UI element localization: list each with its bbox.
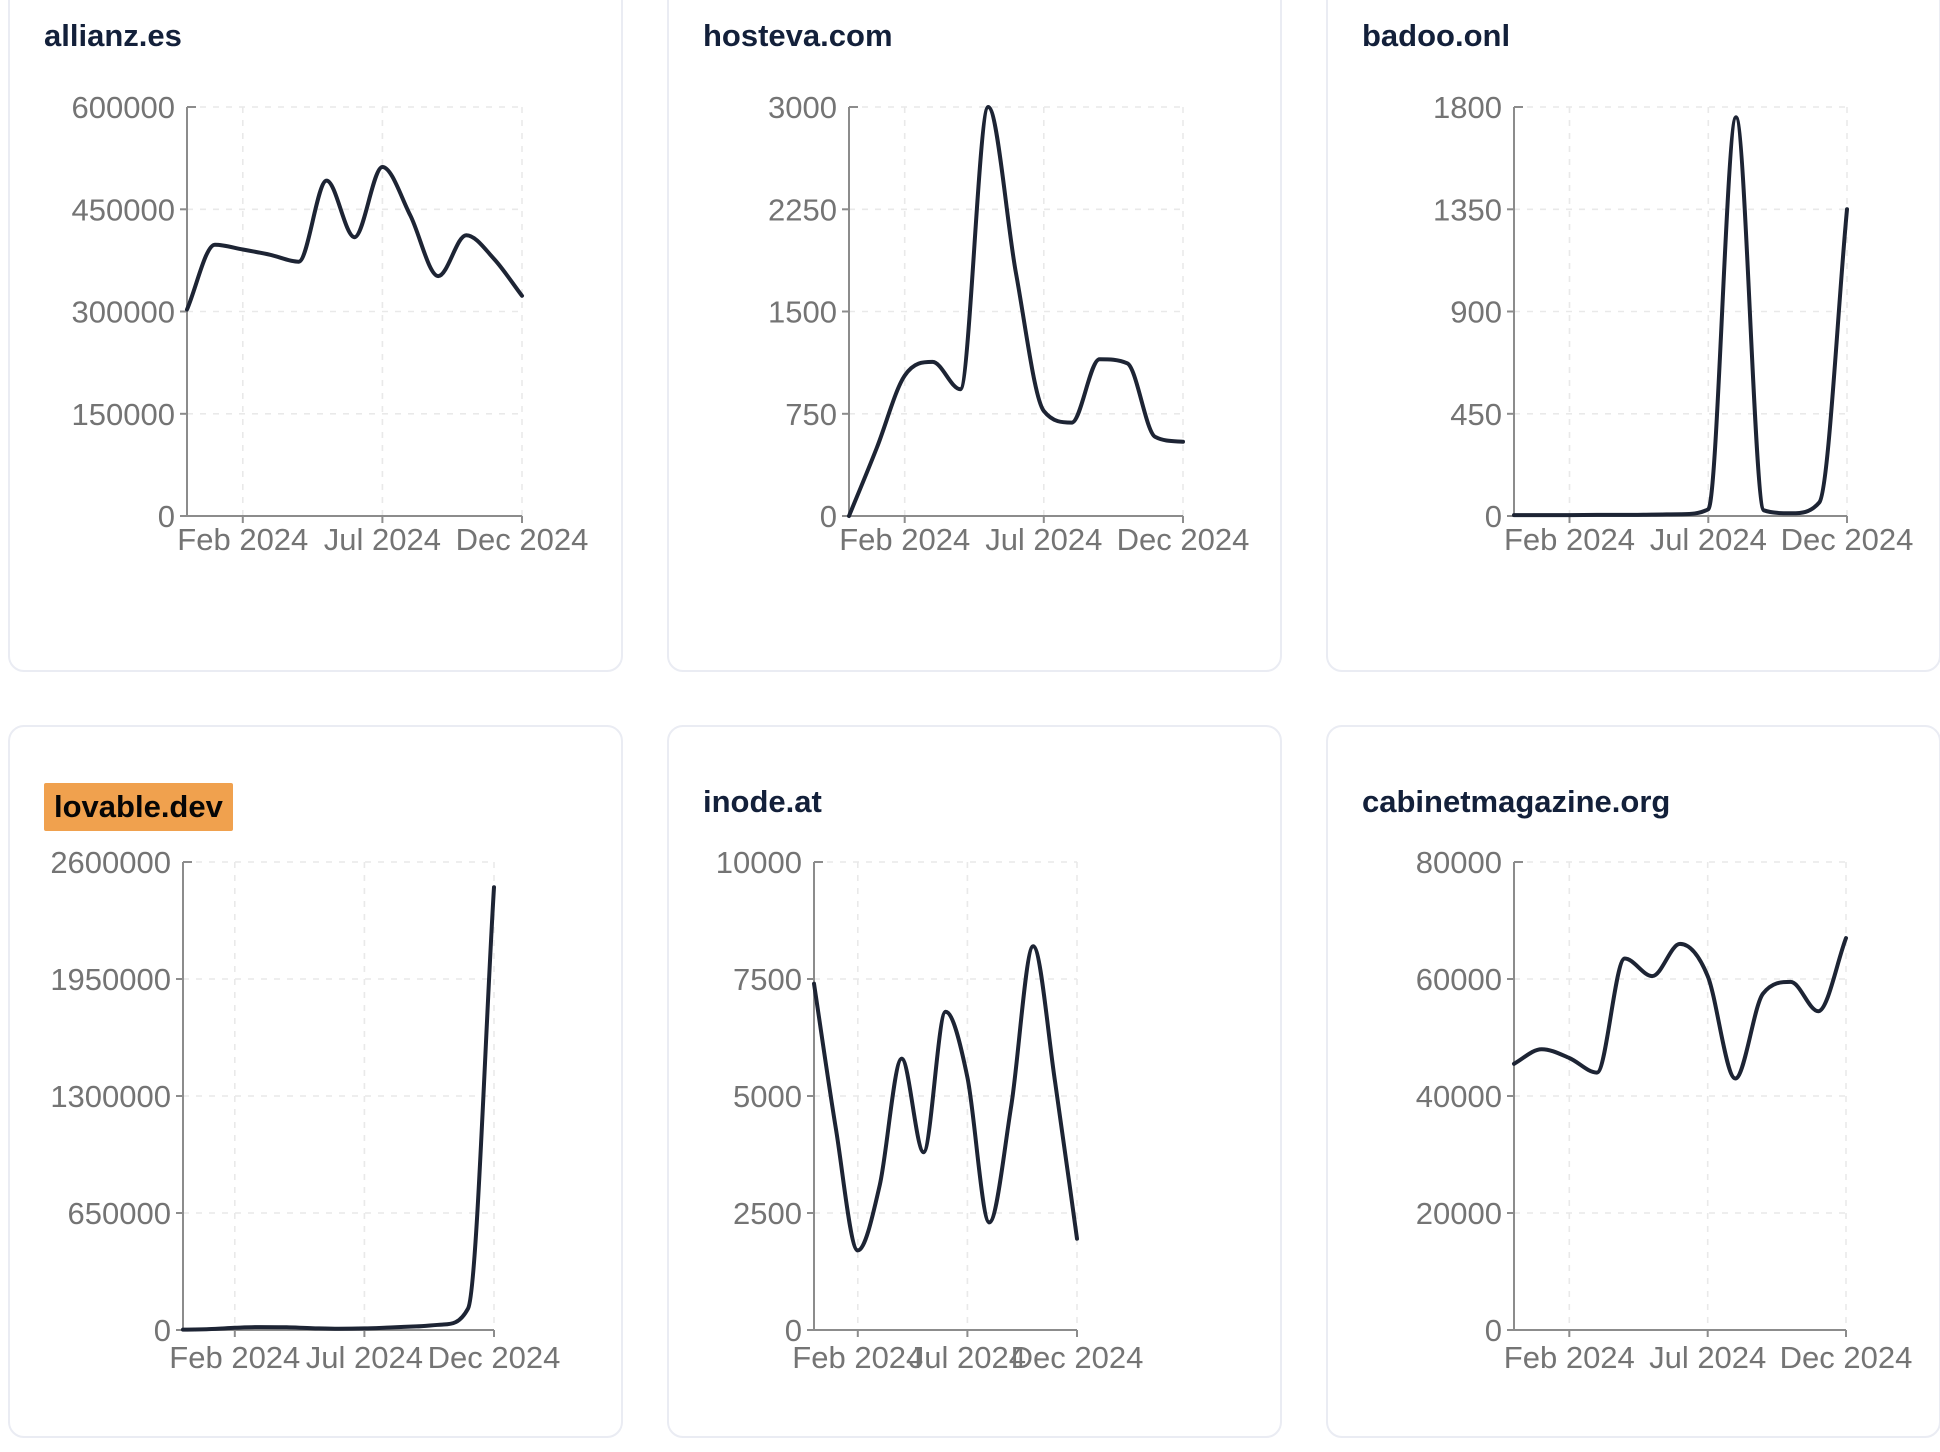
x-tick-label: Feb 2024 bbox=[1504, 1340, 1635, 1375]
x-tick-label: Jul 2024 bbox=[324, 522, 441, 557]
domain-title-text: badoo.onl bbox=[1362, 18, 1511, 53]
y-tick-label: 0 bbox=[1485, 1313, 1502, 1348]
domain-title-text-highlighted: lovable.dev bbox=[44, 783, 233, 831]
y-tick-label: 0 bbox=[820, 499, 837, 534]
y-tick-label: 750 bbox=[785, 397, 837, 432]
y-tick-label: 5000 bbox=[733, 1079, 802, 1114]
domain-title-text: cabinetmagazine.org bbox=[1362, 784, 1671, 819]
domain-title: lovable.dev bbox=[44, 783, 233, 831]
y-tick-label: 300000 bbox=[72, 295, 175, 330]
domain-card: allianz.es 0 150000 300000 450000 600000 Feb … bbox=[8, 0, 623, 672]
y-tick-label: 1300000 bbox=[50, 1079, 171, 1114]
y-tick-label: 2600000 bbox=[50, 845, 171, 880]
traffic-line-chart: 0 650000 1300000 1950000 2600000 Feb 2024 Jul … bbox=[50, 845, 561, 1375]
domain-card: cabinetmagazine.org 0 20000 40000 60000 8000… bbox=[1326, 725, 1940, 1438]
x-tick-label: Feb 2024 bbox=[792, 1340, 923, 1375]
x-tick-label: Dec 2024 bbox=[428, 1340, 561, 1375]
x-tick-label: Feb 2024 bbox=[1504, 522, 1635, 557]
x-tick-label: Feb 2024 bbox=[169, 1340, 300, 1375]
domain-title-text: allianz.es bbox=[44, 18, 182, 53]
y-tick-label: 3000 bbox=[768, 90, 837, 125]
y-tick-label: 1350 bbox=[1433, 192, 1502, 227]
y-tick-label: 2250 bbox=[768, 192, 837, 227]
y-tick-label: 150000 bbox=[72, 397, 175, 432]
domain-card: lovable.dev 0 650000 1300000 1950000 2600000… bbox=[8, 725, 623, 1438]
domain-title: hosteva.com bbox=[703, 17, 893, 55]
x-tick-label: Feb 2024 bbox=[839, 522, 970, 557]
traffic-line-chart: 0 150000 300000 450000 600000 Feb 2024 Jul 202… bbox=[72, 90, 589, 557]
y-tick-label: 7500 bbox=[733, 962, 802, 997]
x-tick-label: Jul 2024 bbox=[985, 522, 1102, 557]
traffic-line-chart: 0 20000 40000 60000 80000 Feb 2024 Jul 2024 Dec… bbox=[1416, 845, 1913, 1375]
y-tick-label: 0 bbox=[154, 1313, 171, 1348]
domain-title: allianz.es bbox=[44, 17, 182, 55]
y-tick-label: 1800 bbox=[1433, 90, 1502, 125]
domain-title-text: inode.at bbox=[703, 784, 822, 819]
y-tick-label: 0 bbox=[158, 499, 175, 534]
traffic-series-line bbox=[1512, 115, 1849, 518]
domain-card: inode.at 0 2500 5000 7500 10000 Feb 2024 Jul 2… bbox=[667, 725, 1282, 1438]
y-tick-label: 600000 bbox=[72, 90, 175, 125]
x-tick-label: Dec 2024 bbox=[1011, 1340, 1144, 1375]
x-tick-label: Dec 2024 bbox=[1780, 1340, 1913, 1375]
x-tick-label: Feb 2024 bbox=[177, 522, 308, 557]
y-tick-label: 60000 bbox=[1416, 962, 1502, 997]
y-tick-label: 900 bbox=[1450, 295, 1502, 330]
y-tick-label: 450 bbox=[1450, 397, 1502, 432]
domain-title: badoo.onl bbox=[1362, 17, 1510, 55]
traffic-series-line bbox=[181, 885, 496, 1332]
traffic-line-chart: 0 450 900 1350 1800 Feb 2024 Jul 2024 Dec 2024 bbox=[1433, 90, 1914, 557]
x-tick-label: Dec 2024 bbox=[1781, 522, 1914, 557]
y-tick-label: 10000 bbox=[716, 845, 802, 880]
x-tick-label: Jul 2024 bbox=[1649, 1340, 1766, 1375]
y-tick-label: 40000 bbox=[1416, 1079, 1502, 1114]
y-tick-label: 650000 bbox=[68, 1196, 171, 1231]
y-tick-label: 1950000 bbox=[50, 962, 171, 997]
x-tick-label: Dec 2024 bbox=[456, 522, 589, 557]
x-tick-label: Jul 2024 bbox=[909, 1340, 1026, 1375]
domain-title: inode.at bbox=[703, 783, 822, 821]
domain-card: badoo.onl 0 450 900 1350 1800 Feb 2024 Jul 202… bbox=[1326, 0, 1940, 672]
y-tick-label: 0 bbox=[1485, 499, 1502, 534]
y-tick-label: 20000 bbox=[1416, 1196, 1502, 1231]
traffic-series-line bbox=[185, 165, 524, 312]
traffic-line-chart: 0 750 1500 2250 3000 Feb 2024 Jul 2024 Dec 2024 bbox=[768, 90, 1250, 557]
y-tick-label: 2500 bbox=[733, 1196, 802, 1231]
y-tick-label: 0 bbox=[785, 1313, 802, 1348]
x-tick-label: Jul 2024 bbox=[306, 1340, 423, 1375]
traffic-series-line bbox=[1512, 936, 1848, 1081]
traffic-series-line bbox=[847, 105, 1185, 518]
y-tick-label: 80000 bbox=[1416, 845, 1502, 880]
x-tick-label: Dec 2024 bbox=[1117, 522, 1250, 557]
y-tick-label: 1500 bbox=[768, 295, 837, 330]
domain-title-text: hosteva.com bbox=[703, 18, 893, 53]
traffic-series-line bbox=[812, 944, 1079, 1253]
domain-title: cabinetmagazine.org bbox=[1362, 783, 1670, 821]
x-tick-label: Jul 2024 bbox=[1650, 522, 1767, 557]
y-tick-label: 450000 bbox=[72, 192, 175, 227]
domain-card: hosteva.com 0 750 1500 2250 3000 Feb 2024 Jul … bbox=[667, 0, 1282, 672]
